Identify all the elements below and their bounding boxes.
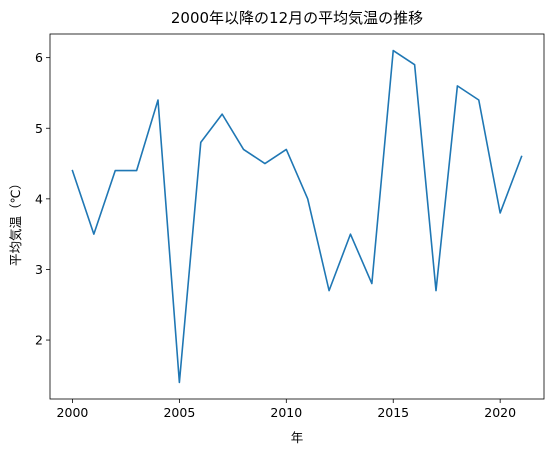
chart-title: 2000年以降の12月の平均気温の推移 [171, 9, 423, 27]
y-tick-label: 3 [35, 262, 43, 277]
y-axis-label: 平均気温（℃） [8, 177, 23, 266]
y-tick-label: 2 [35, 333, 43, 348]
x-tick-label: 2010 [270, 405, 302, 420]
series-line [71, 49, 523, 384]
x-tick-label: 2000 [57, 405, 89, 420]
plot-frame [49, 33, 545, 400]
y-tick-label: 4 [35, 191, 43, 206]
y-tick-label: 6 [35, 50, 43, 65]
x-tick-label: 2015 [377, 405, 409, 420]
x-tick-label: 2005 [163, 405, 195, 420]
x-tick-label: 2020 [484, 405, 516, 420]
y-tick-label: 5 [35, 121, 43, 136]
x-axis-label: 年 [291, 430, 304, 445]
plot-area: 2000 2005 2010 2015 2020 2 3 4 5 6 [35, 33, 545, 420]
